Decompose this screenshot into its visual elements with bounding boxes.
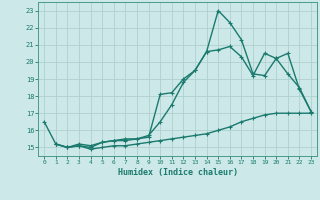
X-axis label: Humidex (Indice chaleur): Humidex (Indice chaleur): [118, 168, 238, 177]
